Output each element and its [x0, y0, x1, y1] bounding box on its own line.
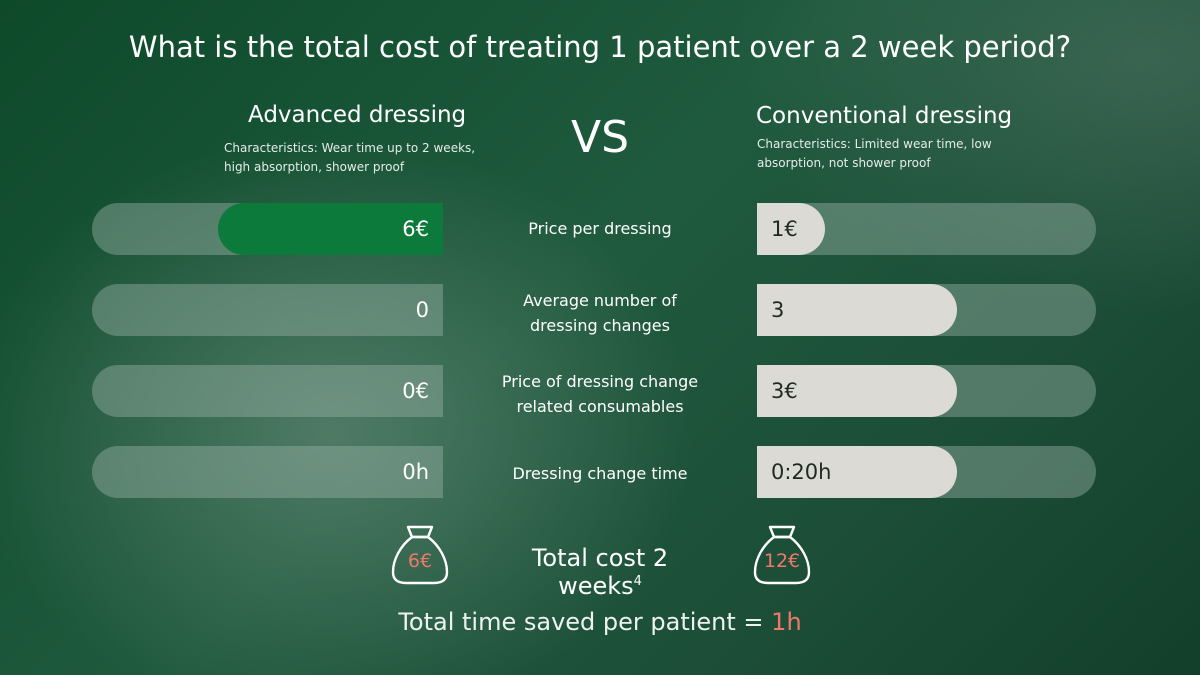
advanced-bar-price-per-dressing: 6€ — [92, 203, 443, 255]
conventional-bar-dressing-changes: 3 — [757, 284, 1096, 336]
conventional-heading: Conventional dressing — [756, 103, 1013, 129]
conventional-bar-fill — [757, 446, 957, 498]
money-bag-icon — [753, 525, 811, 585]
conventional-bar-change-time: 0:20h — [757, 446, 1096, 498]
conventional-value: 3€ — [771, 379, 798, 403]
conventional-bar-fill — [757, 284, 957, 336]
total-cost-label: Total cost 2 weeks4 — [490, 544, 710, 600]
row-label-consumables: Price of dressing change related consuma… — [490, 369, 710, 419]
conventional-value: 3 — [771, 298, 785, 322]
advanced-bar-change-time: 0h — [92, 446, 443, 498]
vs-label: VS — [570, 112, 630, 163]
row-label-change-time: Dressing change time — [490, 461, 710, 486]
money-bag-icon — [391, 525, 449, 585]
conventional-value: 0:20h — [771, 460, 832, 484]
footnote-marker: 4 — [633, 574, 642, 589]
conventional-bar-fill — [757, 203, 825, 255]
advanced-value: 0€ — [402, 379, 429, 403]
conventional-total-cost: 12€ — [763, 550, 801, 572]
total-cost-text: Total cost 2 weeks — [531, 544, 669, 600]
conventional-value: 1€ — [771, 217, 798, 241]
advanced-value: 0 — [415, 298, 429, 322]
conventional-characteristics: Characteristics: Limited wear time, low … — [757, 135, 992, 173]
conventional-bar-consumables: 3€ — [757, 365, 1096, 417]
advanced-bar-dressing-changes: 0 — [92, 284, 443, 336]
advanced-total-bag: 6€ — [390, 524, 450, 586]
row-label-line1: Price of dressing change — [501, 372, 699, 391]
time-saved-summary: Total time saved per patient = 1h — [0, 608, 1200, 636]
row-label-line1: Price per dressing — [528, 219, 672, 238]
advanced-bar-fill — [218, 203, 443, 255]
advanced-value: 0h — [402, 460, 429, 484]
row-label-dressing-changes: Average number of dressing changes — [490, 288, 710, 338]
advanced-value: 6€ — [402, 217, 429, 241]
conventional-characteristics-line1: Characteristics: Limited wear time, low — [757, 137, 992, 151]
advanced-bar-consumables: 0€ — [92, 365, 443, 417]
advanced-heading: Advanced dressing — [248, 102, 467, 128]
conventional-bar-fill — [757, 365, 957, 417]
time-saved-value: 1h — [771, 608, 802, 636]
conventional-total-bag: 12€ — [752, 524, 812, 586]
conventional-bar-price-per-dressing: 1€ — [757, 203, 1096, 255]
advanced-characteristics-line2: high absorption, shower proof — [224, 160, 405, 174]
row-label-line1: Dressing change time — [512, 464, 688, 483]
page-title: What is the total cost of treating 1 pat… — [128, 30, 1072, 64]
row-label-price-per-dressing: Price per dressing — [490, 216, 710, 241]
row-label-line2: related consumables — [516, 397, 684, 416]
advanced-total-cost: 6€ — [407, 550, 433, 572]
advanced-characteristics-line1: Characteristics: Wear time up to 2 weeks… — [224, 141, 476, 155]
advanced-characteristics: Characteristics: Wear time up to 2 weeks… — [224, 139, 475, 177]
row-label-line2: dressing changes — [530, 316, 670, 335]
time-saved-label: Total time saved per patient = — [398, 608, 772, 636]
row-label-line1: Average number of — [523, 291, 677, 310]
conventional-characteristics-line2: absorption, not shower proof — [757, 156, 931, 170]
